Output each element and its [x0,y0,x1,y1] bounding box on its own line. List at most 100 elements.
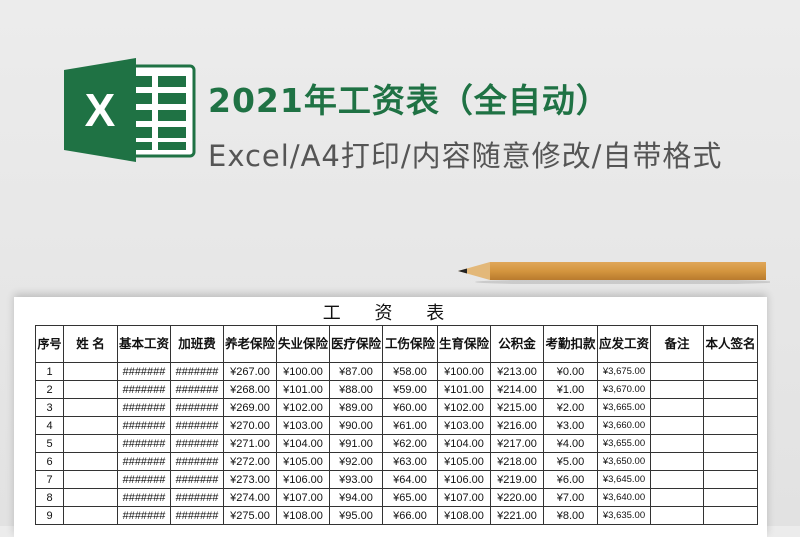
table-cell[interactable]: ¥3,655.00 [597,434,651,453]
table-cell[interactable]: ¥271.00 [223,434,277,453]
table-cell[interactable] [703,398,758,417]
table-cell[interactable]: ¥60.00 [382,398,438,417]
table-cell[interactable]: ¥62.00 [382,434,438,453]
table-cell[interactable]: 8 [35,488,64,507]
table-cell[interactable]: ####### [117,488,171,507]
table-cell[interactable]: ¥219.00 [490,470,544,489]
table-cell[interactable]: ¥101.00 [437,380,491,399]
table-cell[interactable] [650,488,704,507]
table-cell[interactable]: ¥3,635.00 [597,506,651,525]
table-cell[interactable]: ¥102.00 [437,398,491,417]
table-cell[interactable]: 7 [35,470,64,489]
table-cell[interactable] [703,434,758,453]
table-cell[interactable]: ¥215.00 [490,398,544,417]
table-cell[interactable]: ¥61.00 [382,416,438,435]
table-cell[interactable]: ¥107.00 [276,488,330,507]
table-cell[interactable]: ¥103.00 [437,416,491,435]
table-cell[interactable]: ¥100.00 [276,362,330,381]
table-cell[interactable]: ¥90.00 [329,416,383,435]
table-cell[interactable]: ¥65.00 [382,488,438,507]
table-cell[interactable]: ¥102.00 [276,398,330,417]
table-cell[interactable]: ¥105.00 [276,452,330,471]
table-cell[interactable]: ¥106.00 [276,470,330,489]
table-cell[interactable]: ¥63.00 [382,452,438,471]
table-cell[interactable]: ¥3,640.00 [597,488,651,507]
table-cell[interactable]: ¥6.00 [543,470,598,489]
table-cell[interactable]: ¥272.00 [223,452,277,471]
table-cell[interactable] [63,452,118,471]
table-cell[interactable]: ####### [170,506,224,525]
table-cell[interactable]: ¥217.00 [490,434,544,453]
table-cell[interactable]: ¥216.00 [490,416,544,435]
table-cell[interactable] [63,506,118,525]
table-cell[interactable] [650,452,704,471]
table-cell[interactable]: ¥66.00 [382,506,438,525]
table-cell[interactable]: ¥221.00 [490,506,544,525]
table-cell[interactable]: ¥93.00 [329,470,383,489]
table-cell[interactable]: 6 [35,452,64,471]
table-cell[interactable]: ####### [170,398,224,417]
table-cell[interactable]: ¥220.00 [490,488,544,507]
table-cell[interactable]: ####### [170,452,224,471]
table-cell[interactable]: ¥213.00 [490,362,544,381]
table-cell[interactable]: ¥3,670.00 [597,380,651,399]
table-cell[interactable]: 2 [35,380,64,399]
table-cell[interactable]: ¥268.00 [223,380,277,399]
table-cell[interactable]: ¥107.00 [437,488,491,507]
table-cell[interactable]: ¥270.00 [223,416,277,435]
table-cell[interactable] [63,470,118,489]
table-cell[interactable] [63,416,118,435]
table-cell[interactable]: ####### [170,470,224,489]
table-cell[interactable]: ¥3,650.00 [597,452,651,471]
table-cell[interactable]: ¥218.00 [490,452,544,471]
table-cell[interactable]: ¥108.00 [276,506,330,525]
table-cell[interactable]: ¥5.00 [543,452,598,471]
table-cell[interactable]: 4 [35,416,64,435]
table-cell[interactable]: ¥88.00 [329,380,383,399]
table-cell[interactable] [63,488,118,507]
table-cell[interactable]: 1 [35,362,64,381]
table-cell[interactable] [650,380,704,399]
table-cell[interactable]: ¥3,660.00 [597,416,651,435]
table-cell[interactable]: ####### [117,506,171,525]
table-cell[interactable]: ¥275.00 [223,506,277,525]
table-cell[interactable]: ¥1.00 [543,380,598,399]
table-cell[interactable]: ####### [117,452,171,471]
table-cell[interactable]: 3 [35,398,64,417]
table-cell[interactable]: ¥106.00 [437,470,491,489]
table-cell[interactable]: ¥89.00 [329,398,383,417]
table-cell[interactable] [650,398,704,417]
table-cell[interactable]: ####### [117,398,171,417]
table-cell[interactable]: ¥92.00 [329,452,383,471]
table-cell[interactable] [650,362,704,381]
table-cell[interactable] [703,488,758,507]
table-cell[interactable]: 9 [35,506,64,525]
table-cell[interactable] [703,380,758,399]
table-cell[interactable] [650,416,704,435]
table-cell[interactable] [63,398,118,417]
table-cell[interactable]: ¥103.00 [276,416,330,435]
table-cell[interactable]: ####### [170,488,224,507]
table-cell[interactable]: ¥108.00 [437,506,491,525]
table-cell[interactable]: ####### [170,416,224,435]
table-cell[interactable] [703,416,758,435]
table-cell[interactable]: ####### [170,380,224,399]
table-cell[interactable] [703,470,758,489]
table-cell[interactable]: ¥3.00 [543,416,598,435]
table-cell[interactable]: ¥94.00 [329,488,383,507]
table-cell[interactable]: ¥59.00 [382,380,438,399]
table-cell[interactable]: ####### [117,470,171,489]
table-cell[interactable]: ####### [170,362,224,381]
table-cell[interactable] [650,434,704,453]
table-cell[interactable]: ¥273.00 [223,470,277,489]
table-cell[interactable]: ¥104.00 [437,434,491,453]
table-cell[interactable]: ¥3,665.00 [597,398,651,417]
table-cell[interactable] [703,506,758,525]
table-cell[interactable]: ¥105.00 [437,452,491,471]
table-cell[interactable] [63,380,118,399]
table-cell[interactable]: ¥87.00 [329,362,383,381]
table-cell[interactable]: ¥95.00 [329,506,383,525]
table-cell[interactable]: ¥58.00 [382,362,438,381]
table-cell[interactable]: ¥101.00 [276,380,330,399]
table-cell[interactable]: ¥4.00 [543,434,598,453]
